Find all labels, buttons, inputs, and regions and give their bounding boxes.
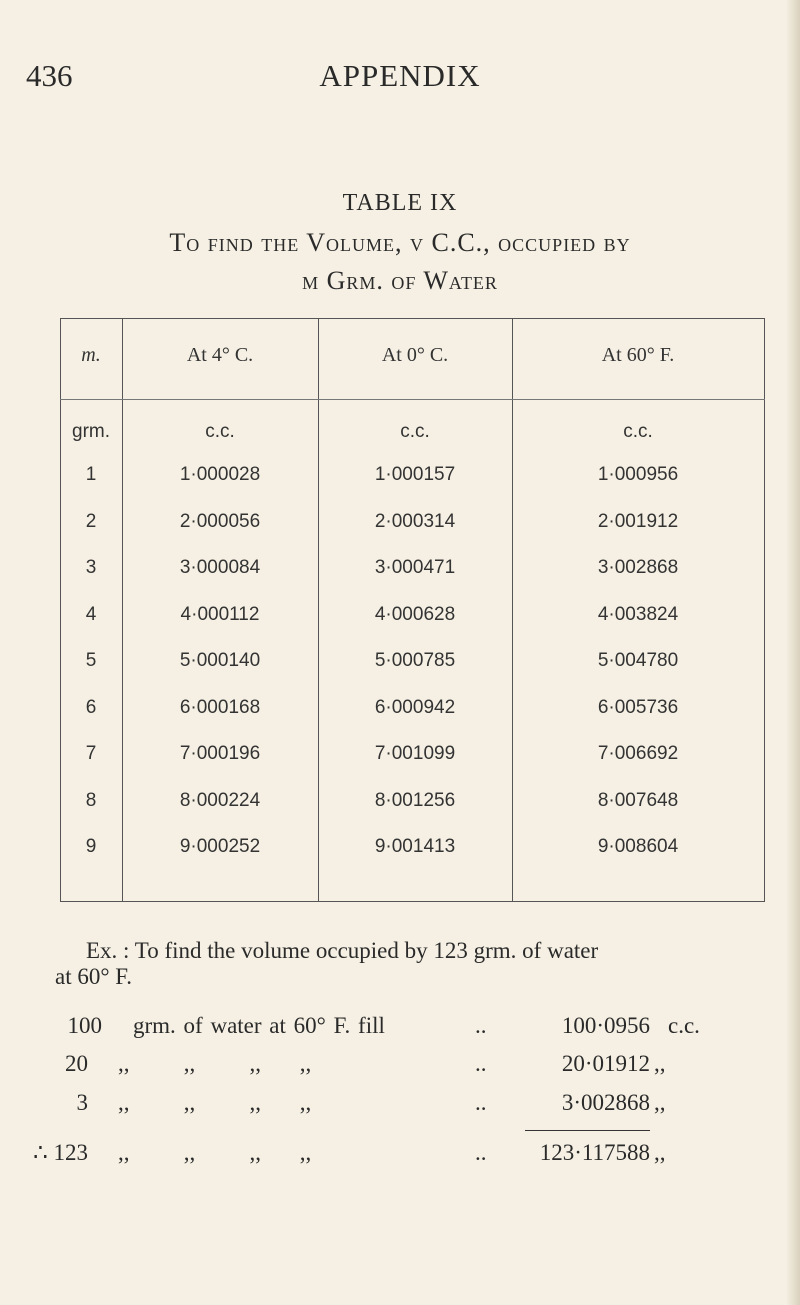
table-cell: 8·007648 — [597, 789, 679, 811]
step-leader: .. — [475, 1090, 487, 1115]
step-unit: ,, — [654, 1090, 666, 1115]
step-description: ,, ,, ,, ,, — [118, 1140, 312, 1165]
table-cell: 3·000471 — [374, 557, 456, 578]
table-cell: 1·000028 — [179, 464, 261, 485]
table-cell: 6·000942 — [374, 696, 456, 718]
table-cell: 2·000314 — [374, 510, 456, 532]
step-result: 3·002868 — [561, 1090, 650, 1115]
table-border — [764, 319, 765, 901]
step-description: ,, ,, ,, ,, — [118, 1051, 312, 1076]
table-cell: 6·005736 — [597, 696, 679, 718]
step-leader: .. — [475, 1140, 487, 1165]
step-quantity: 3 — [76, 1090, 89, 1115]
example-line2: at 60° F. — [55, 964, 132, 989]
step-description: grm. of water at 60° F. fill — [133, 1013, 385, 1038]
table-cell: 5 — [85, 650, 97, 671]
volume-table: m. At 4° C. At 0° C. At 60° F. grm. c.c. c.c. c… — [60, 318, 765, 902]
sum-rule — [525, 1130, 650, 1131]
unit-cell: c.c. — [400, 421, 430, 442]
step-result: 20·01912 — [561, 1051, 650, 1076]
table-cell: 5·000785 — [374, 650, 456, 671]
table-cell: 8·001256 — [374, 789, 456, 811]
unit-cell: c.c. — [623, 421, 653, 442]
table-cell: 1 — [85, 464, 97, 485]
table-cell: 9·000252 — [179, 836, 261, 857]
table-label: TABLE IX — [342, 190, 458, 216]
unit-cell: c.c. — [205, 421, 235, 442]
page-number: 436 — [26, 58, 73, 93]
table-cell: 4 — [85, 603, 97, 625]
step-result: 100·0956 — [561, 1013, 650, 1038]
table-title-line2: m Grm. of Water — [302, 266, 498, 295]
column-header: At 60° F. — [601, 344, 675, 366]
table-cell: 5·004780 — [597, 650, 679, 671]
step-quantity: 100 — [67, 1013, 103, 1038]
table-cell: 1·000157 — [374, 464, 456, 485]
table-cell: 2·001912 — [597, 510, 679, 532]
running-head: APPENDIX — [319, 58, 481, 93]
step-leader: .. — [475, 1051, 487, 1076]
column-divider — [122, 319, 123, 901]
table-cell: 3·002868 — [597, 557, 679, 578]
step-leader: .. — [475, 1013, 487, 1038]
table-cell: 3·000084 — [179, 557, 261, 578]
column-divider — [318, 319, 319, 901]
table-border — [60, 319, 61, 901]
table-title-line1: To find the Volume, v C.C., occupied by — [169, 228, 631, 257]
table-cell: 9·008604 — [597, 836, 679, 857]
table-cell: 7·000196 — [179, 743, 261, 764]
table-cell: 3 — [85, 557, 97, 578]
example-intro: Ex. : To find the volume occupied by 123… — [86, 938, 598, 964]
table-cell: 7·001099 — [374, 743, 456, 764]
step-quantity: ∴ 123 — [33, 1140, 88, 1165]
table-cell: 4·000112 — [180, 603, 260, 625]
table-cell: 8·000224 — [179, 789, 261, 811]
table-cell: 9 — [85, 836, 97, 857]
step-result: 123·117588 — [539, 1140, 650, 1165]
table-cell: 4·003824 — [597, 603, 679, 625]
table-cell: 7 — [85, 743, 97, 764]
page-edge — [786, 0, 800, 1305]
step-quantity: 20 — [65, 1051, 88, 1076]
example-line1: Ex. : To find the volume occupied by 123… — [86, 938, 599, 963]
unit-cell: grm. — [72, 421, 110, 442]
step-description: ,, ,, ,, ,, — [118, 1090, 312, 1115]
table-cell: 2 — [85, 510, 97, 532]
table-cell: 6 — [85, 696, 97, 718]
column-divider — [512, 319, 513, 901]
column-header: At 0° C. — [381, 344, 449, 366]
table-cell: 2·000056 — [179, 510, 261, 532]
column-header: m. — [81, 344, 101, 366]
table-cell: 6·000168 — [179, 696, 261, 718]
column-header: At 4° C. — [186, 344, 254, 366]
step-unit: c.c. — [668, 1013, 700, 1038]
table-cell: 5·000140 — [179, 650, 261, 671]
example-intro-cont: at 60° F. — [55, 964, 132, 990]
table-cell: 9·001413 — [374, 836, 456, 857]
step-unit: ,, — [654, 1140, 666, 1165]
table-cell: 7·006692 — [597, 743, 679, 764]
header-divider — [60, 399, 765, 400]
table-cell: 8 — [85, 789, 97, 811]
step-unit: ,, — [654, 1051, 666, 1076]
table-cell: 4·000628 — [374, 603, 456, 625]
table-cell: 1·000956 — [597, 464, 679, 485]
